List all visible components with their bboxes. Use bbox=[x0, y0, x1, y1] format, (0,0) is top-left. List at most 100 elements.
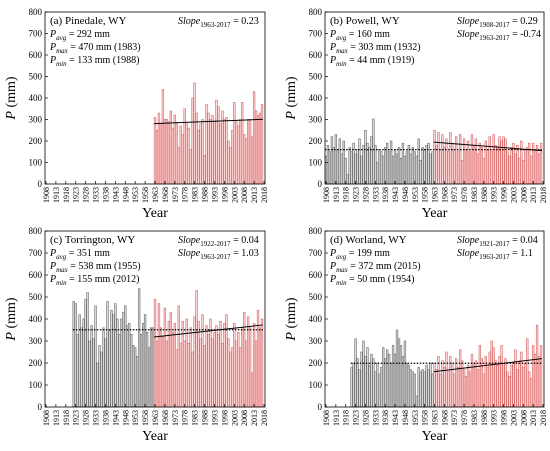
slope-label: Slope1963-2017 = 0.23 bbox=[178, 16, 259, 29]
bar bbox=[496, 364, 499, 408]
bar bbox=[209, 318, 212, 408]
x-tick-label: 1973 bbox=[450, 410, 459, 426]
bar bbox=[533, 353, 537, 408]
bar bbox=[459, 134, 462, 185]
bar bbox=[245, 340, 248, 408]
y-tick-label: 200 bbox=[29, 358, 43, 368]
bar bbox=[203, 155, 206, 185]
bar bbox=[360, 351, 363, 408]
bar bbox=[506, 151, 509, 185]
x-tick-label: 2008 bbox=[519, 187, 528, 203]
x-tick-label: 1973 bbox=[171, 410, 180, 426]
y-tick-label: 500 bbox=[309, 292, 323, 302]
bar bbox=[243, 134, 246, 185]
bar bbox=[518, 157, 521, 185]
stat-label: Pmax = 372 mm (2015) bbox=[329, 261, 421, 274]
x-tick-label: 1923 bbox=[72, 410, 81, 426]
x-tick-label: 2008 bbox=[240, 410, 249, 426]
slope-label: Slope1922-2017 = 0.04 bbox=[178, 235, 259, 248]
x-tick-label: 1938 bbox=[101, 410, 110, 426]
bar bbox=[227, 140, 230, 185]
bar bbox=[431, 151, 434, 185]
bar bbox=[374, 371, 377, 408]
trend-line bbox=[154, 324, 263, 338]
bar bbox=[393, 149, 397, 185]
bar bbox=[167, 121, 171, 185]
bar bbox=[480, 147, 483, 185]
bar bbox=[516, 145, 519, 185]
bar bbox=[223, 119, 226, 185]
x-tick-label: 2008 bbox=[519, 410, 528, 426]
bar bbox=[338, 138, 341, 185]
bar bbox=[486, 149, 489, 185]
x-tick-label: 1913 bbox=[332, 410, 341, 426]
bar bbox=[128, 323, 131, 408]
bar bbox=[231, 130, 234, 185]
bar bbox=[441, 360, 444, 408]
x-tick-label: 1963 bbox=[431, 187, 440, 203]
x-tick-label: 1983 bbox=[470, 187, 479, 203]
y-tick-label: 300 bbox=[309, 336, 323, 346]
bar bbox=[229, 147, 232, 185]
bar bbox=[342, 140, 345, 185]
bar bbox=[472, 362, 476, 408]
bar bbox=[80, 327, 83, 408]
x-tick-label: 1978 bbox=[181, 187, 190, 203]
x-tick-label: 1908 bbox=[42, 410, 51, 426]
x-tick-label: 1943 bbox=[111, 187, 120, 203]
bar bbox=[449, 356, 452, 408]
bar bbox=[484, 140, 487, 185]
bar bbox=[433, 362, 436, 408]
x-tick-label: 1938 bbox=[381, 410, 390, 426]
x-tick-label: 1938 bbox=[381, 187, 390, 203]
bar bbox=[374, 145, 377, 185]
bar bbox=[376, 162, 379, 185]
bar bbox=[233, 102, 236, 185]
bar bbox=[245, 138, 248, 185]
bar bbox=[100, 351, 103, 408]
bar bbox=[82, 318, 85, 408]
bar bbox=[344, 157, 347, 185]
bar bbox=[340, 153, 343, 185]
bar bbox=[478, 345, 482, 408]
bar bbox=[407, 145, 410, 185]
slope-label: Slope1963-2017 = 1.1 bbox=[457, 248, 533, 261]
x-tick-label: 1968 bbox=[161, 410, 170, 426]
bar bbox=[241, 327, 244, 408]
bar bbox=[490, 340, 493, 408]
bar bbox=[397, 147, 401, 185]
bar bbox=[179, 342, 182, 408]
bar bbox=[411, 147, 414, 185]
x-tick-label: 1943 bbox=[391, 187, 400, 203]
panel-title: (c) Torrington, WY bbox=[50, 234, 135, 246]
bar bbox=[354, 153, 357, 185]
bar bbox=[528, 371, 531, 408]
y-tick-label: 200 bbox=[309, 358, 323, 368]
bar bbox=[524, 149, 527, 185]
bar bbox=[332, 147, 336, 185]
x-tick-label: 1973 bbox=[450, 187, 459, 203]
x-tick-label: 1988 bbox=[201, 410, 210, 426]
bar bbox=[145, 331, 149, 408]
bar bbox=[387, 151, 391, 185]
y-tick-label: 800 bbox=[309, 226, 323, 236]
bar bbox=[403, 155, 407, 185]
bar bbox=[435, 145, 438, 185]
bar bbox=[159, 327, 163, 408]
x-tick-label: 2018 bbox=[539, 187, 548, 203]
x-tick-label: 1963 bbox=[431, 410, 440, 426]
bar bbox=[384, 358, 387, 408]
x-tick-label: 2018 bbox=[260, 187, 269, 203]
stat-label: Pmax = 303 mm (1932) bbox=[329, 42, 421, 55]
bar bbox=[423, 371, 426, 408]
y-tick-label: 800 bbox=[29, 226, 43, 236]
x-tick-label: 2003 bbox=[509, 187, 518, 203]
y-tick-label: 800 bbox=[29, 7, 43, 17]
bar bbox=[533, 151, 537, 185]
bar bbox=[334, 134, 337, 185]
trend-line bbox=[154, 118, 263, 125]
bar bbox=[417, 367, 420, 408]
x-tick-label: 1958 bbox=[141, 187, 150, 203]
bar bbox=[197, 130, 200, 185]
bar bbox=[439, 373, 442, 408]
